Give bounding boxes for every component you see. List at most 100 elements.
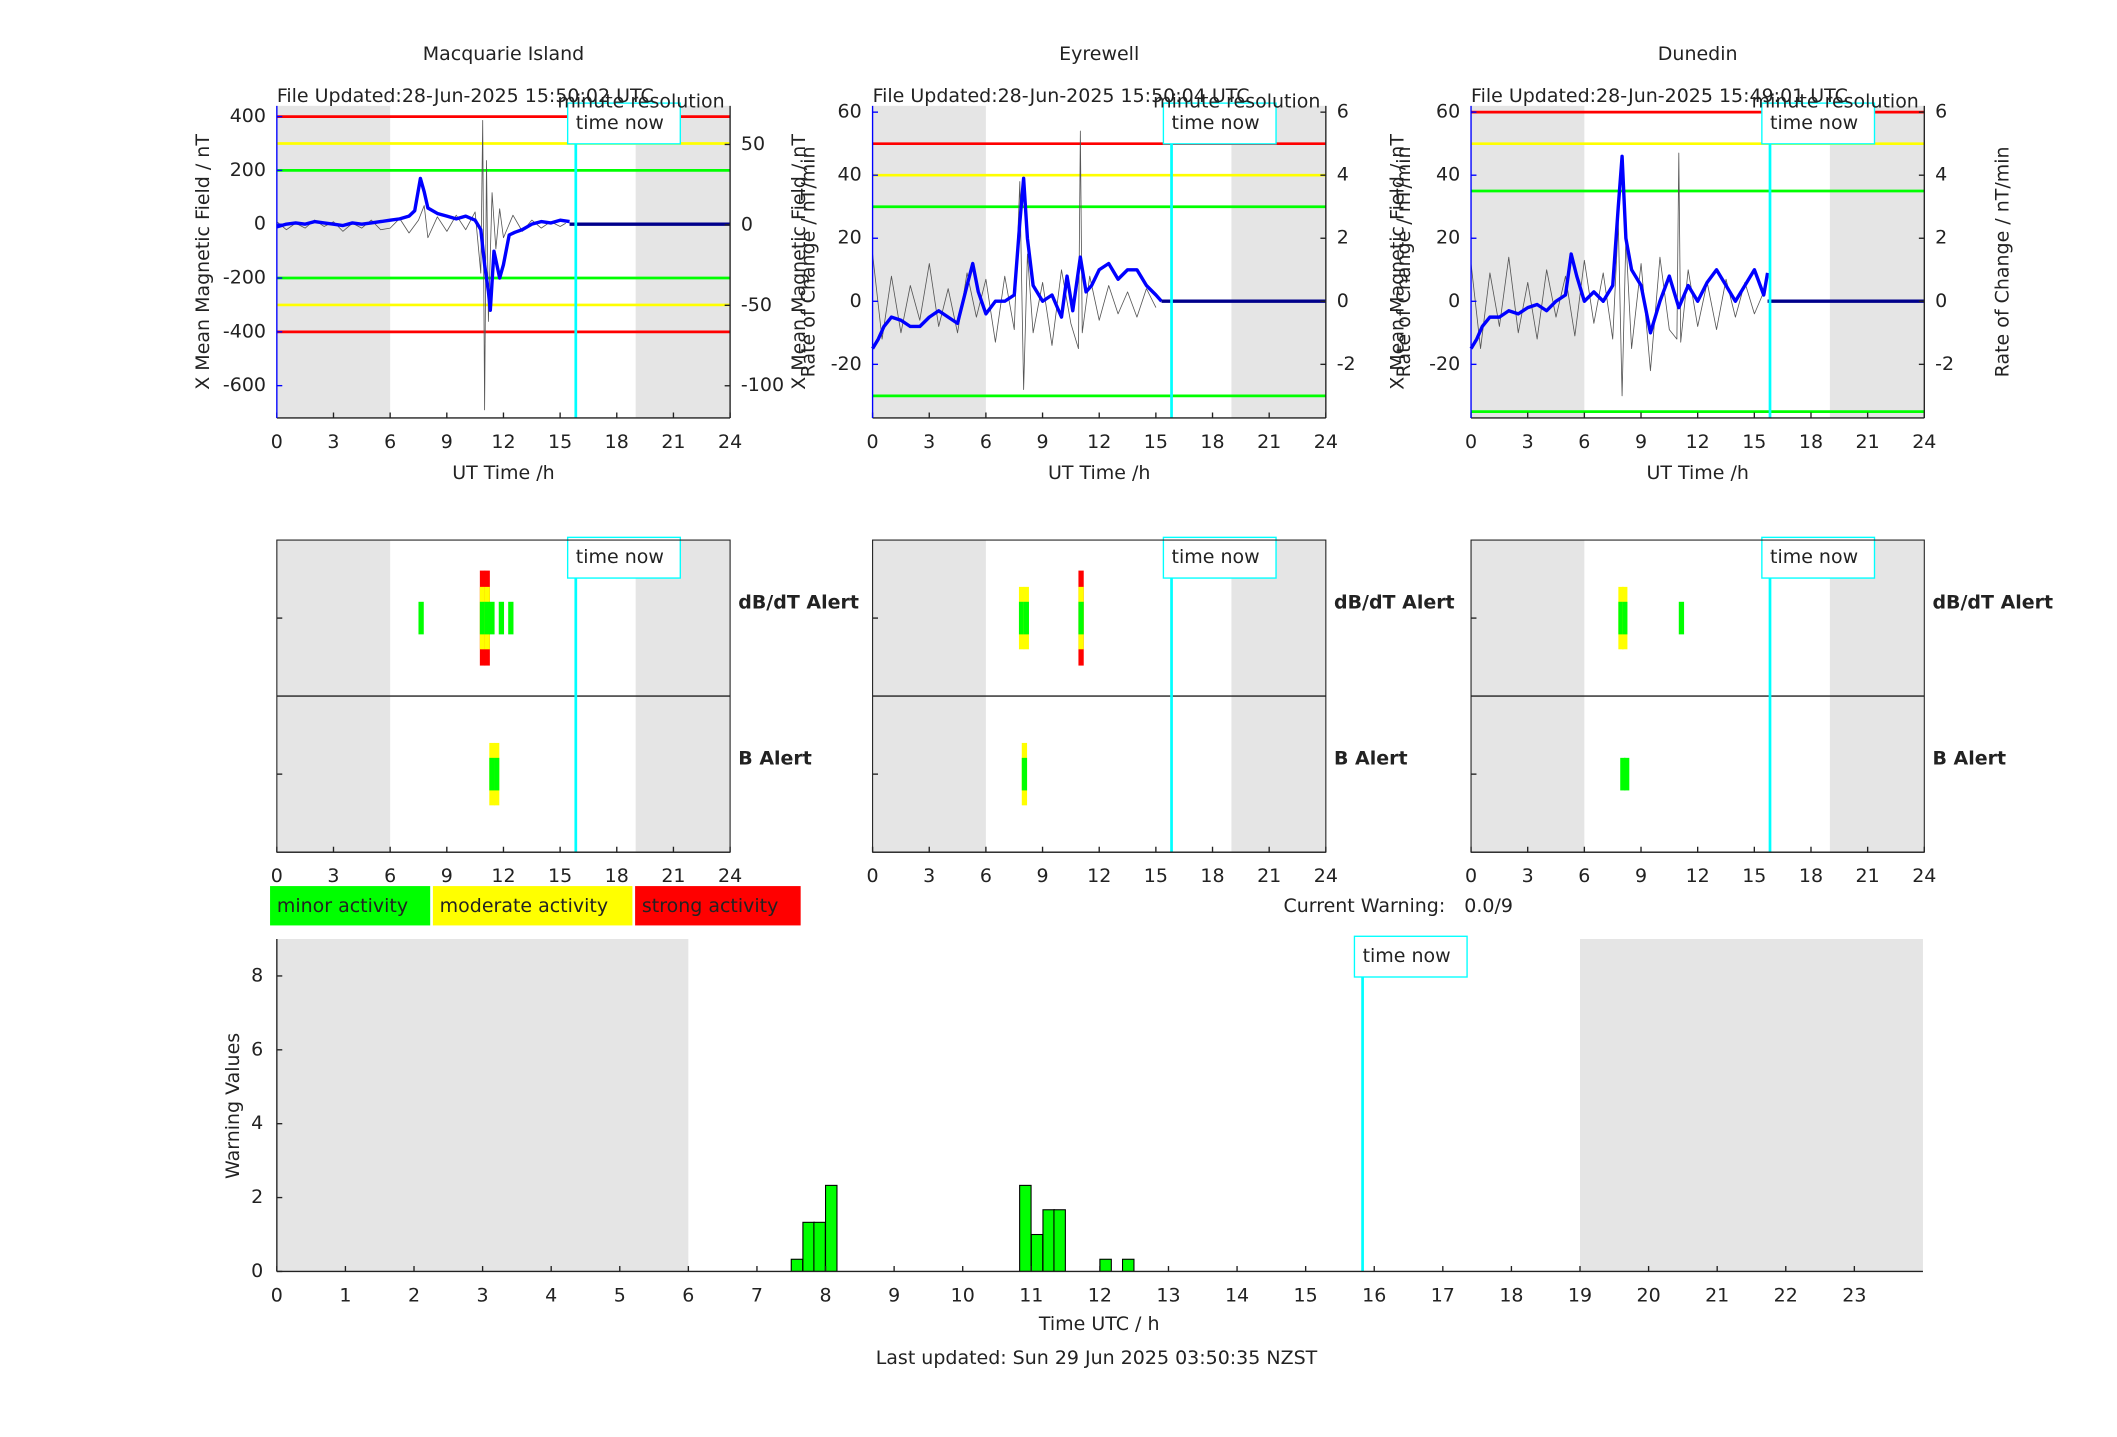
legend-swatch	[432, 886, 633, 926]
x-tick-label: 18	[1799, 865, 1823, 887]
x-tick-label: 9	[441, 865, 453, 887]
alert-bar	[1021, 757, 1028, 791]
x-tick-label: 6	[1578, 865, 1590, 887]
night-band	[276, 105, 391, 418]
x-tick-label: 12	[1686, 431, 1710, 453]
alert-bar	[489, 757, 495, 791]
warning-bar	[1042, 1209, 1055, 1272]
y2-tick-label: 4	[1935, 164, 1947, 186]
x-axis-label: UT Time /h	[452, 462, 554, 484]
chart-title: Eyrewell	[1059, 43, 1139, 65]
y2-tick-label: -50	[741, 294, 772, 316]
x-tick-label: 21	[1257, 865, 1281, 887]
x-tick-label: 15	[1144, 431, 1168, 453]
x-tick-label: 10	[951, 1284, 975, 1306]
y-tick-label: 200	[230, 159, 266, 181]
x-tick-label: 15	[1742, 865, 1766, 887]
warning-bar	[802, 1221, 815, 1272]
y-axis-label: Warning Values	[222, 1033, 244, 1179]
data-line	[276, 176, 570, 313]
y2-tick-label: 2	[1935, 227, 1947, 249]
time-now-label: time now	[1770, 546, 1858, 568]
y-tick-label: 40	[1436, 164, 1460, 186]
x-tick-label: 0	[867, 865, 879, 887]
x-tick-label: 12	[491, 431, 515, 453]
x-tick-label: 7	[751, 1284, 763, 1306]
y2-tick-label: 0	[741, 213, 753, 235]
x-tick-label: 0	[867, 431, 879, 453]
y-tick-label: -400	[223, 320, 266, 342]
alert-bar	[484, 601, 490, 635]
x-tick-label: 12	[491, 865, 515, 887]
x-tick-label: 18	[605, 865, 629, 887]
time-now-label: time now	[1172, 112, 1260, 134]
y-tick-label: -200	[223, 267, 266, 289]
y-tick-label: 6	[251, 1038, 263, 1060]
data-line	[871, 176, 1163, 350]
y-tick-label: 40	[838, 164, 862, 186]
data-line	[1470, 152, 1765, 397]
time-now-box	[566, 102, 681, 145]
x-tick-label: 6	[980, 431, 992, 453]
y-tick-label: -600	[223, 374, 266, 396]
y2-axis-label: Rate of Change / nT/min	[1393, 146, 1415, 377]
y-tick-label: 0	[251, 1260, 263, 1282]
x-tick-label: 0	[271, 1284, 283, 1306]
x-tick-label: 3	[923, 865, 935, 887]
resolution: minute resolution	[1752, 90, 1919, 112]
x-tick-label: 18	[1499, 1284, 1523, 1306]
x-tick-label: 12	[1088, 1284, 1112, 1306]
x-tick-label: 18	[1799, 431, 1823, 453]
x-tick-label: 6	[980, 865, 992, 887]
x-tick-label: 24	[1314, 865, 1338, 887]
chart-title: Dunedin	[1658, 43, 1738, 65]
x-tick-label: 21	[1856, 865, 1880, 887]
x-tick-label: 1	[339, 1284, 351, 1306]
time-now-label: time now	[1363, 945, 1451, 967]
x-tick-label: 24	[718, 865, 742, 887]
y2-tick-label: 50	[741, 133, 765, 155]
x-tick-label: 14	[1225, 1284, 1249, 1306]
x-tick-label: 24	[1912, 865, 1936, 887]
legend-label: moderate activity	[440, 895, 608, 917]
x-tick-label: 6	[384, 431, 396, 453]
x-tick-label: 11	[1019, 1284, 1043, 1306]
x-tick-label: 12	[1087, 431, 1111, 453]
x-tick-label: 21	[661, 865, 685, 887]
y2-tick-label: 0	[1337, 290, 1349, 312]
y-tick-label: -20	[1429, 353, 1460, 375]
night-band	[872, 105, 986, 418]
x-tick-label: 9	[1635, 431, 1647, 453]
y-tick-label: 4	[251, 1112, 263, 1134]
row-label: B Alert	[738, 748, 812, 770]
y-tick-label: 20	[838, 227, 862, 249]
x-tick-label: 4	[545, 1284, 557, 1306]
x-tick-label: 21	[1257, 431, 1281, 453]
y2-tick-label: -100	[741, 374, 784, 396]
time-now-box	[1761, 102, 1876, 145]
x-tick-label: 6	[1578, 431, 1590, 453]
file-updated: File Updated:28-Jun-2025 15:50:02 UTC	[277, 85, 654, 107]
warning-bar	[1019, 1184, 1032, 1272]
alert-bar	[498, 601, 505, 635]
alert-bar	[1018, 601, 1025, 635]
x-tick-label: 9	[888, 1284, 900, 1306]
warning-bar	[790, 1258, 804, 1272]
y-tick-label: 60	[1436, 101, 1460, 123]
x-tick-label: 12	[1087, 865, 1111, 887]
y-tick-label: 0	[1448, 290, 1460, 312]
warning-bar	[824, 1184, 838, 1272]
legend-label: strong activity	[642, 895, 778, 917]
x-tick-label: 13	[1156, 1284, 1180, 1306]
row-label: B Alert	[1334, 748, 1408, 770]
x-tick-label: 8	[819, 1284, 831, 1306]
alert-bar	[489, 601, 495, 635]
y2-tick-label: -2	[1935, 353, 1954, 375]
x-tick-label: 21	[1856, 431, 1880, 453]
x-tick-label: 17	[1431, 1284, 1455, 1306]
x-tick-label: 0	[1465, 431, 1477, 453]
night-band	[1829, 105, 1925, 418]
x-tick-label: 15	[1742, 431, 1766, 453]
alert-bar	[1624, 757, 1630, 791]
